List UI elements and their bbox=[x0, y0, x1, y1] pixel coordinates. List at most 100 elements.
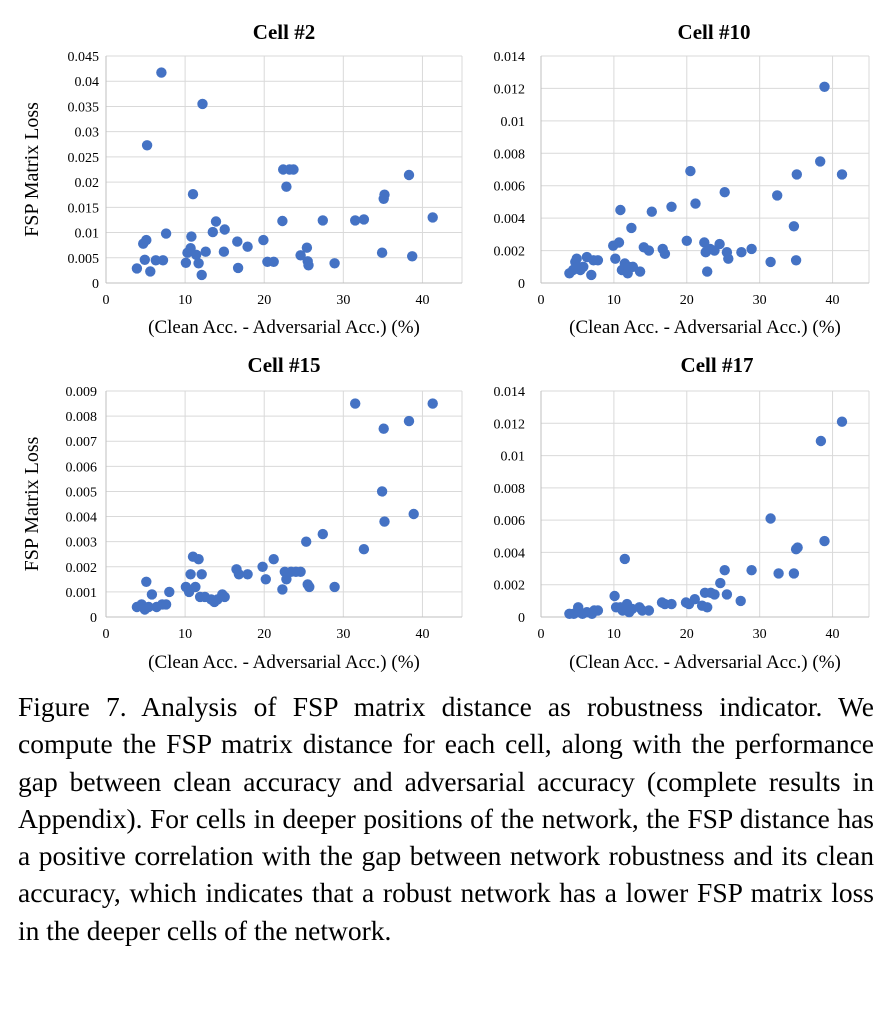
y-axis-label: FSP Matrix Loss bbox=[21, 436, 43, 571]
data-point bbox=[160, 228, 172, 239]
data-point bbox=[197, 98, 208, 110]
y-axis-label: FSP Matrix Loss bbox=[21, 102, 43, 237]
data-point bbox=[350, 398, 361, 409]
data-point bbox=[403, 169, 415, 181]
data-point bbox=[219, 591, 230, 603]
x-tick-label: 20 bbox=[257, 627, 271, 642]
data-point bbox=[350, 215, 361, 226]
data-point bbox=[792, 542, 803, 553]
data-point bbox=[193, 258, 204, 269]
data-point bbox=[746, 243, 757, 255]
scatter-panel-2: 0 0.002 0.004 0.006 0.008 0.01 0.012 0.014 0 10 20… bbox=[494, 20, 870, 338]
x-tick-label: 0 bbox=[538, 627, 545, 642]
x-tick-label: 40 bbox=[826, 293, 840, 308]
data-point bbox=[765, 256, 776, 268]
data-point bbox=[815, 156, 826, 167]
y-tick-label: 0 bbox=[92, 277, 99, 292]
data-point bbox=[592, 255, 604, 266]
data-point bbox=[141, 576, 152, 587]
x-tick-label: 10 bbox=[607, 627, 621, 642]
x-axis-label: (Clean Acc. - Adversarial Acc.) (%) bbox=[148, 317, 420, 338]
data-point bbox=[191, 249, 202, 260]
data-point bbox=[689, 594, 700, 605]
x-tick-label: 20 bbox=[680, 627, 694, 642]
data-point bbox=[277, 215, 288, 227]
data-point bbox=[407, 251, 418, 262]
data-point bbox=[185, 569, 196, 580]
data-point bbox=[233, 569, 245, 580]
data-point bbox=[736, 247, 747, 258]
y-tick-label: 0.01 bbox=[501, 115, 526, 130]
data-point bbox=[702, 266, 713, 277]
data-point bbox=[765, 513, 776, 524]
data-point bbox=[242, 569, 253, 580]
data-point bbox=[836, 416, 848, 427]
data-point bbox=[735, 595, 746, 607]
data-point bbox=[723, 253, 734, 264]
x-tick-label: 40 bbox=[415, 627, 429, 642]
y-tick-label: 0.006 bbox=[494, 514, 526, 529]
data-point bbox=[702, 602, 713, 613]
data-point bbox=[659, 248, 671, 259]
data-point bbox=[615, 204, 626, 216]
x-tick-label: 30 bbox=[753, 293, 767, 308]
data-point bbox=[329, 258, 340, 269]
data-point bbox=[773, 568, 784, 579]
y-tick-label: 0.005 bbox=[66, 485, 98, 500]
data-point bbox=[746, 565, 757, 576]
data-point bbox=[268, 554, 279, 565]
x-tick-label: 20 bbox=[257, 293, 271, 308]
data-point bbox=[788, 568, 800, 579]
data-point bbox=[317, 528, 328, 540]
data-point bbox=[836, 169, 848, 180]
scatter-panel-4: 0 0.002 0.004 0.006 0.008 0.01 0.012 0.014 0 10 20… bbox=[494, 353, 870, 673]
data-point bbox=[258, 234, 269, 246]
figure-7-scatter-grid: 0 0.005 0.01 0.015 0.02 0.025 0.03 0.035 0.04 0.0… bbox=[21, 20, 870, 673]
y-tick-label: 0.012 bbox=[494, 82, 526, 97]
data-point bbox=[232, 262, 244, 274]
data-point bbox=[131, 263, 143, 274]
scatter-panel-3: 0 0.001 0.002 0.003 0.004 0.005 0.006 0.007 0.00… bbox=[21, 353, 463, 673]
y-tick-label: 0.002 bbox=[66, 561, 98, 576]
data-point bbox=[156, 67, 167, 78]
data-point bbox=[610, 253, 621, 264]
data-point bbox=[609, 590, 620, 602]
x-tick-label: 0 bbox=[103, 293, 110, 308]
data-point bbox=[200, 246, 211, 257]
data-point bbox=[145, 266, 156, 277]
data-point bbox=[578, 261, 589, 272]
data-point bbox=[586, 269, 597, 281]
scatter-panel-1: 0 0.005 0.01 0.015 0.02 0.025 0.03 0.035 0.04 0.0… bbox=[21, 20, 463, 338]
data-point bbox=[277, 584, 288, 595]
chart-title: Cell #15 bbox=[248, 353, 321, 377]
data-point bbox=[141, 234, 152, 246]
x-axis-label: (Clean Acc. - Adversarial Acc.) (%) bbox=[148, 652, 420, 673]
data-point bbox=[288, 164, 299, 175]
y-tick-label: 0.01 bbox=[75, 227, 100, 242]
data-point bbox=[358, 544, 370, 555]
y-tick-label: 0.014 bbox=[494, 385, 526, 400]
figure-caption: Figure 7. Analysis of FSP matrix distanc… bbox=[18, 691, 874, 946]
data-point bbox=[819, 81, 830, 93]
y-tick-label: 0.02 bbox=[75, 176, 100, 191]
data-point bbox=[304, 581, 315, 593]
y-tick-label: 0.001 bbox=[66, 586, 98, 601]
data-point bbox=[788, 221, 800, 232]
data-point bbox=[819, 535, 830, 547]
y-tick-label: 0.006 bbox=[494, 180, 526, 195]
data-point bbox=[242, 241, 253, 252]
data-point bbox=[257, 561, 268, 572]
y-tick-label: 0.008 bbox=[494, 147, 526, 162]
data-point bbox=[295, 250, 306, 261]
data-point bbox=[139, 254, 150, 265]
data-point bbox=[160, 599, 172, 610]
data-point bbox=[358, 214, 370, 225]
data-point bbox=[643, 245, 655, 256]
data-point bbox=[379, 516, 390, 527]
y-tick-label: 0.008 bbox=[494, 482, 526, 497]
y-tick-label: 0.025 bbox=[68, 151, 100, 166]
data-point bbox=[681, 235, 692, 246]
data-point bbox=[303, 260, 314, 271]
chart-title: Cell #17 bbox=[681, 353, 754, 377]
y-tick-label: 0.045 bbox=[68, 50, 100, 65]
